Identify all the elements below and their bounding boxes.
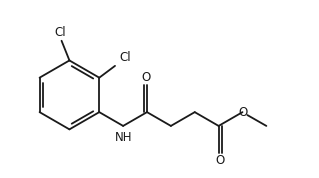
Text: Cl: Cl xyxy=(119,51,131,64)
Text: O: O xyxy=(239,106,248,119)
Text: O: O xyxy=(141,71,151,84)
Text: NH: NH xyxy=(115,131,132,144)
Text: O: O xyxy=(215,155,224,167)
Text: Cl: Cl xyxy=(55,26,66,39)
